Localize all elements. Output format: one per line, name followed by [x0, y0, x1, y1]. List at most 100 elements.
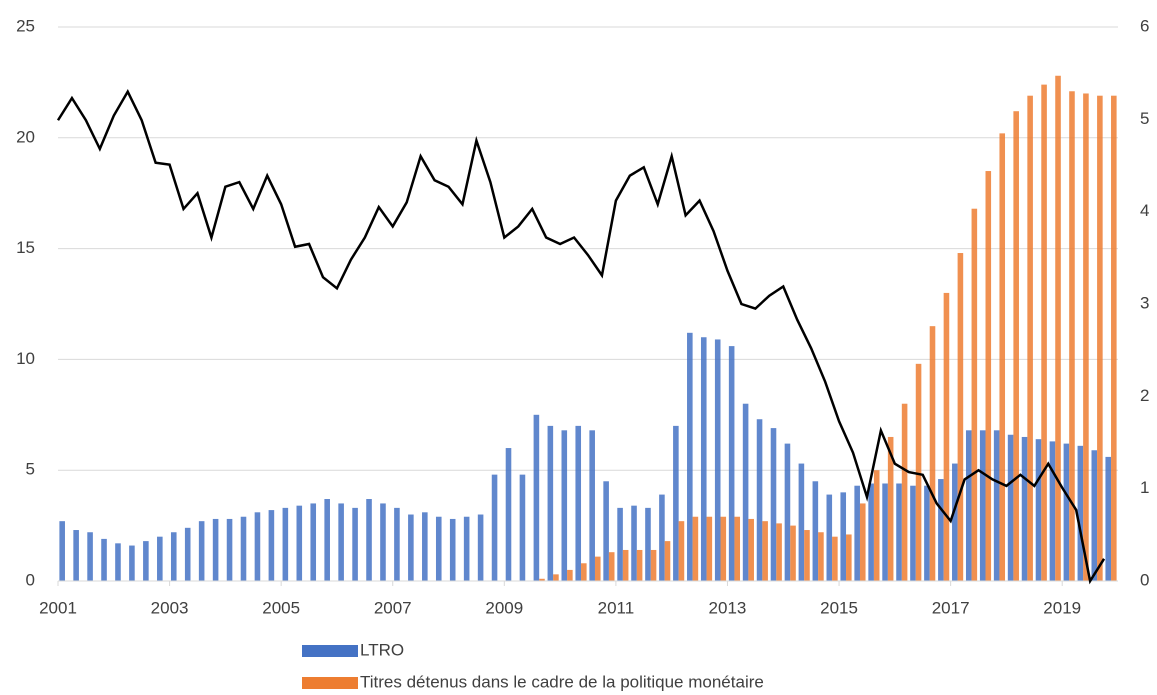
bar — [714, 339, 721, 581]
bar — [706, 516, 713, 581]
bar — [59, 521, 65, 581]
y-tick-label: 0 — [26, 570, 35, 589]
bar — [366, 499, 372, 581]
x-tick-label: 2003 — [151, 598, 189, 617]
bar — [553, 574, 559, 581]
bar — [770, 428, 777, 581]
x-tick-label: 2007 — [374, 598, 412, 617]
bar — [1041, 84, 1047, 581]
bar — [804, 530, 810, 581]
bar — [700, 337, 707, 581]
bar — [338, 503, 344, 581]
bar — [198, 521, 205, 581]
bar — [790, 525, 796, 581]
bar — [310, 503, 317, 581]
bar — [692, 516, 699, 581]
x-tick-label: 2001 — [39, 598, 77, 617]
bar — [1049, 441, 1056, 581]
bar — [1035, 439, 1042, 581]
bar — [477, 514, 484, 581]
bar — [170, 532, 177, 581]
bar — [742, 403, 749, 581]
bar — [818, 532, 824, 581]
bar — [282, 507, 289, 581]
bar — [352, 507, 358, 581]
bar — [324, 499, 330, 581]
bar — [1069, 91, 1075, 581]
bar — [1063, 443, 1070, 581]
bar — [979, 430, 986, 581]
bar — [748, 518, 754, 581]
bar — [567, 569, 573, 581]
bar — [910, 485, 916, 581]
bar — [756, 419, 763, 581]
bar — [1091, 450, 1098, 581]
bar — [1013, 111, 1019, 581]
bar — [650, 549, 657, 581]
bar — [645, 507, 651, 581]
y2-tick-label: 0 — [1140, 570, 1149, 589]
bar — [678, 521, 685, 581]
bar — [1111, 95, 1117, 582]
bar — [394, 507, 400, 581]
bar — [985, 171, 992, 582]
bar — [999, 133, 1006, 582]
bar — [826, 494, 833, 581]
bar — [762, 521, 768, 581]
bar — [115, 543, 121, 581]
bar — [561, 430, 568, 581]
bar — [659, 494, 665, 581]
bar — [581, 563, 587, 581]
bar — [380, 503, 386, 581]
bar — [868, 483, 874, 581]
bar — [422, 512, 428, 581]
bar — [971, 208, 978, 581]
bar — [575, 425, 582, 581]
bar — [240, 516, 247, 581]
bar — [143, 541, 149, 581]
x-tick-label: 2005 — [262, 598, 300, 617]
y2-tick-label: 1 — [1140, 478, 1149, 497]
bar — [157, 536, 163, 581]
bar — [938, 479, 944, 581]
bar — [636, 549, 643, 581]
bar — [463, 516, 470, 581]
bar — [603, 481, 609, 581]
bar — [915, 363, 922, 581]
bar — [734, 516, 741, 581]
bar — [129, 545, 135, 581]
bar — [1027, 95, 1033, 582]
y-tick-label: 15 — [16, 238, 35, 257]
bar — [1055, 75, 1061, 581]
bar — [957, 253, 964, 582]
bar — [896, 483, 902, 581]
bar — [993, 430, 1000, 581]
x-tick-label: 2015 — [820, 598, 858, 617]
bar — [449, 518, 456, 581]
bar — [720, 516, 727, 581]
bar — [87, 532, 93, 581]
y2-tick-label: 2 — [1140, 386, 1149, 405]
bar — [547, 425, 554, 581]
bar — [226, 518, 233, 581]
bar — [784, 443, 791, 581]
y2-tick-label: 4 — [1140, 201, 1149, 220]
bar — [533, 414, 540, 581]
bar — [631, 505, 637, 581]
bar — [1105, 456, 1112, 581]
y-tick-label: 25 — [16, 16, 35, 35]
bar — [798, 463, 805, 581]
bar — [1083, 93, 1089, 581]
bar — [687, 332, 693, 581]
legend-swatch — [302, 645, 358, 657]
bar — [268, 510, 275, 581]
bar — [101, 538, 107, 581]
bar — [594, 556, 601, 581]
x-tick-label: 2013 — [709, 598, 747, 617]
x-tick-label: 2019 — [1043, 598, 1081, 617]
bar — [296, 505, 303, 581]
y2-tick-label: 5 — [1140, 109, 1149, 128]
bar — [859, 503, 866, 581]
